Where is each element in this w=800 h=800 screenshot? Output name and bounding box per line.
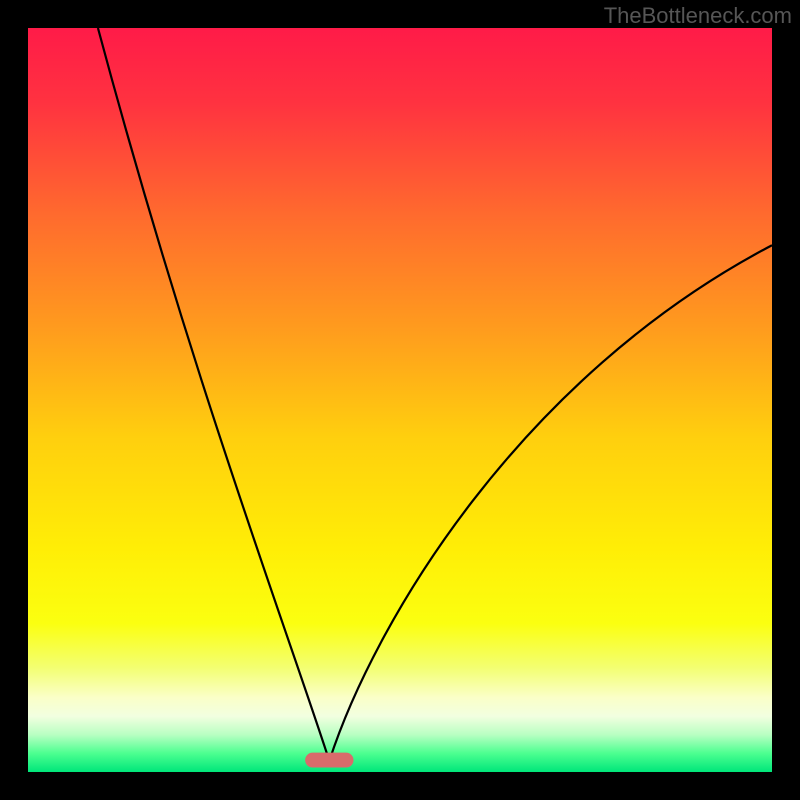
watermark-text: TheBottleneck.com xyxy=(604,3,792,29)
optimum-marker xyxy=(305,753,353,768)
bottleneck-plot xyxy=(0,0,800,800)
plot-background xyxy=(28,28,772,772)
